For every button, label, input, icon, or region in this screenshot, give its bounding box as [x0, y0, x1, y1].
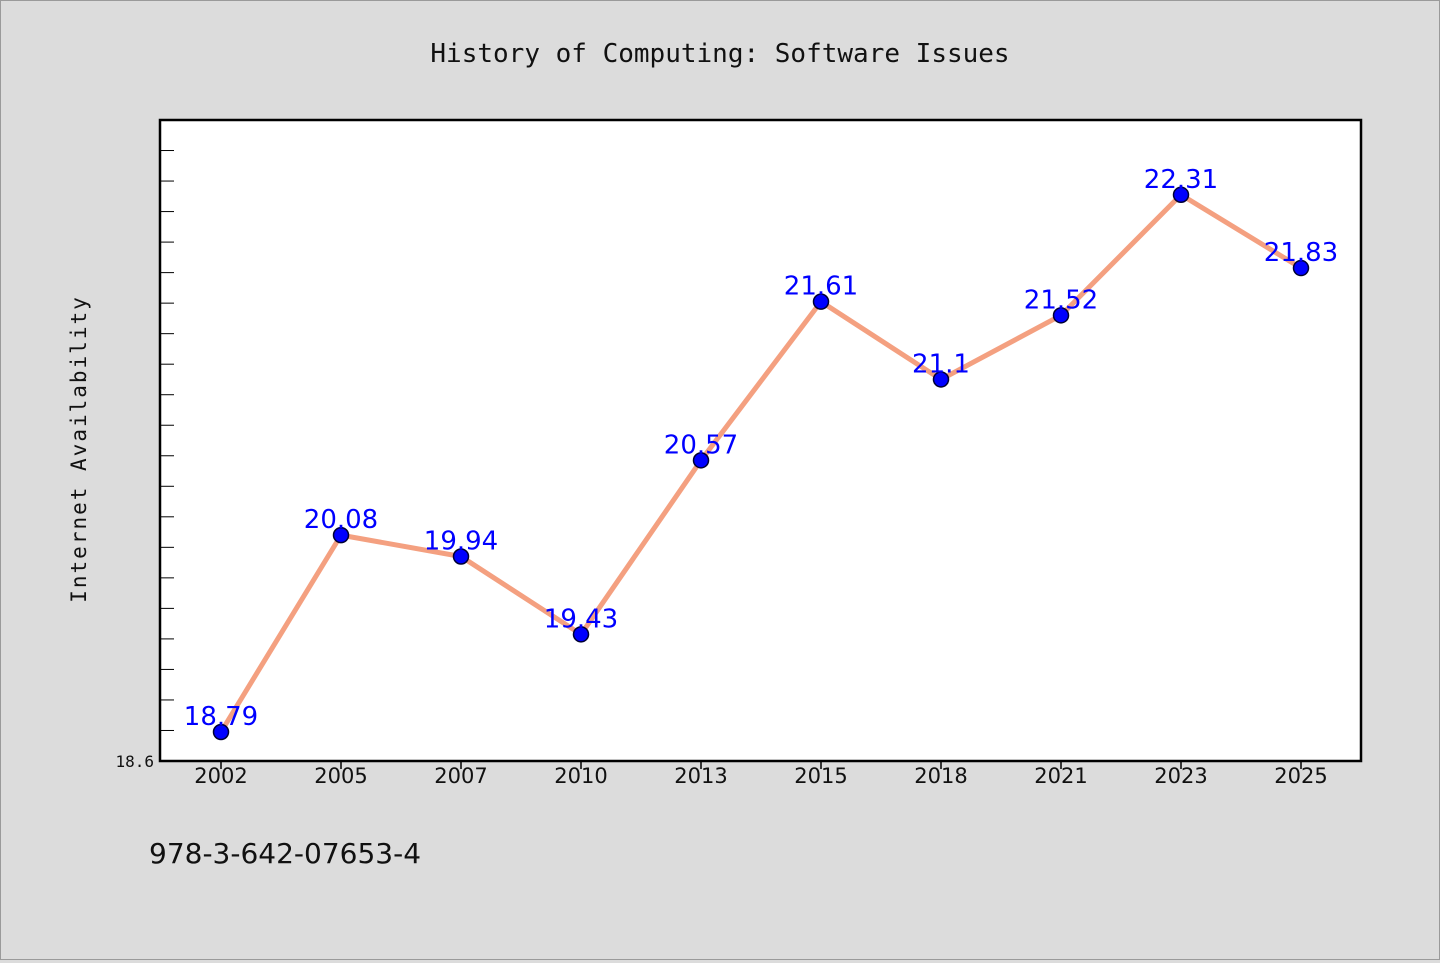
y-axis-label: Internet Availability — [67, 295, 91, 603]
series-line — [218, 192, 1304, 735]
data-label: 19.43 — [544, 604, 618, 634]
data-point — [932, 371, 950, 388]
data-label: 22.31 — [1144, 165, 1218, 195]
isbn-text: 978-3-642-07653-4 — [149, 837, 421, 870]
data-label: 18.79 — [184, 702, 258, 732]
x-tick-label: 2021 — [1034, 764, 1087, 788]
data-point — [452, 548, 470, 565]
data-label: 20.57 — [664, 430, 738, 460]
x-tick-label: 2013 — [674, 764, 727, 788]
plot-area — [158, 118, 1363, 763]
data-point — [1052, 307, 1070, 324]
x-tick-label: 2007 — [434, 764, 487, 788]
data-label: 21.1 — [912, 349, 970, 379]
data-label: 21.83 — [1264, 238, 1338, 268]
data-label: 20.08 — [304, 505, 378, 535]
data-point — [572, 626, 590, 643]
series-group: 18.79 20.08 19.94 19.43 20.57 21.61 21.1 21.52 2… — [184, 165, 1338, 741]
x-tick-label: 2023 — [1154, 764, 1207, 788]
chart-title: History of Computing: Software Issues — [430, 39, 1009, 69]
data-point — [692, 452, 710, 469]
data-point — [1172, 186, 1190, 204]
data-point — [212, 723, 230, 741]
y-axis-ticks: 18.6 — [115, 119, 174, 771]
data-point — [812, 293, 830, 310]
x-tick-label: 2002 — [194, 764, 247, 788]
x-tick-label: 2005 — [314, 764, 367, 788]
x-tick-label: 2018 — [914, 764, 967, 788]
x-axis-ticks: 2002 2005 2007 2010 2013 2015 2018 2021 2023 2025 — [194, 761, 1328, 788]
data-point — [1292, 259, 1310, 277]
x-tick-label: 2010 — [554, 764, 607, 788]
x-tick-label: 2015 — [794, 764, 847, 788]
data-label: 19.94 — [424, 526, 498, 556]
x-tick-label: 2025 — [1274, 764, 1327, 788]
data-point — [332, 526, 350, 544]
y-tick-label: 18.6 — [115, 752, 154, 771]
data-label: 21.52 — [1024, 285, 1098, 315]
data-label: 21.61 — [784, 272, 858, 302]
